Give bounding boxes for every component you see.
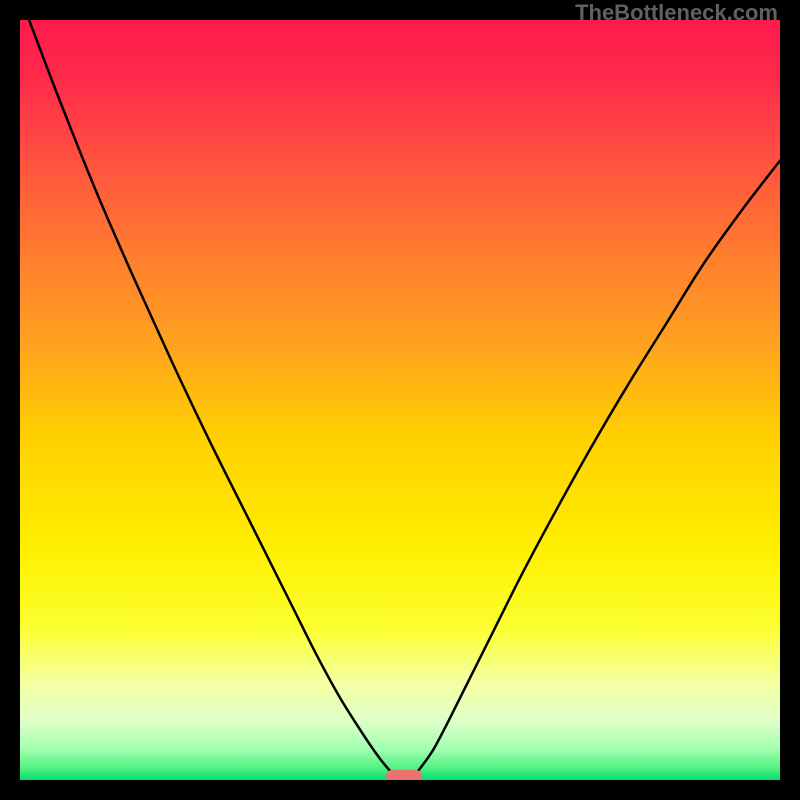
bottleneck-curve [29, 20, 780, 780]
minimum-marker [384, 768, 424, 780]
plot-area [20, 20, 780, 780]
curve-layer [20, 20, 780, 780]
watermark-text: TheBottleneck.com [575, 0, 778, 26]
chart-container: TheBottleneck.com [0, 0, 800, 800]
